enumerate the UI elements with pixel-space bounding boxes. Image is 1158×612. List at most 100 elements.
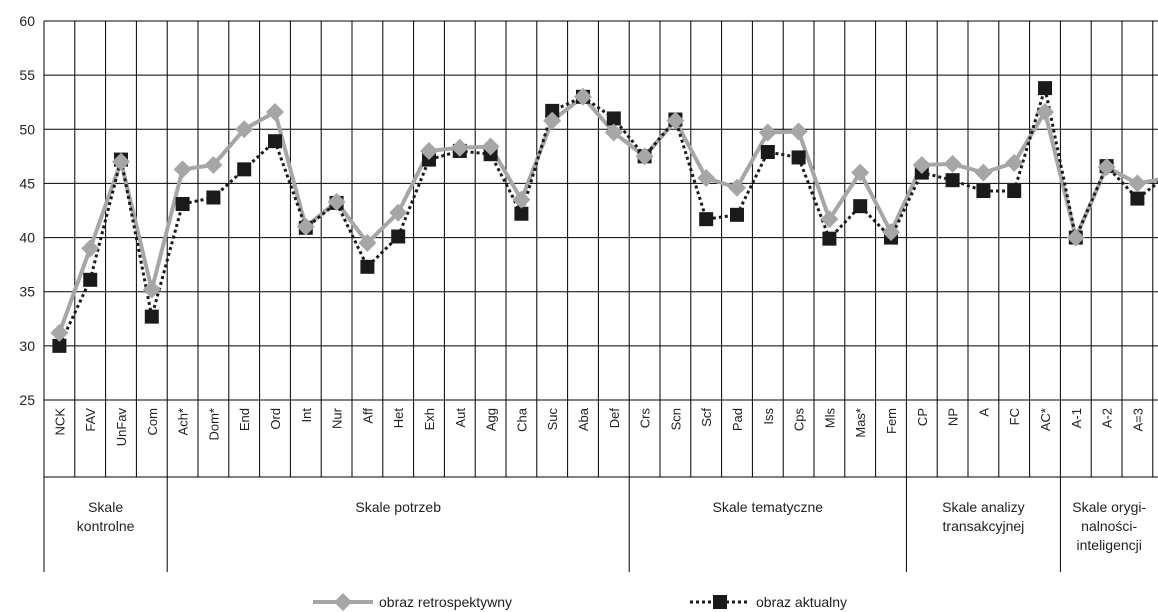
x-category-label: Cps: [792, 408, 807, 432]
point-retrospektywny: [512, 190, 531, 209]
point-retrospektywny: [481, 137, 500, 156]
point-aktualny: [52, 338, 67, 353]
x-category-label: NCK: [52, 408, 67, 436]
point-retrospektywny: [574, 87, 592, 106]
point-retrospektywny: [697, 169, 716, 188]
x-category-label: Com: [145, 408, 160, 435]
point-aktualny: [237, 162, 252, 177]
x-category-label: A-2: [1100, 408, 1115, 428]
x-category-label: Cha: [514, 407, 529, 432]
y-tick-label: 30: [19, 338, 35, 354]
x-category-label: NP: [946, 408, 961, 426]
point-retrospektywny: [882, 223, 900, 242]
point-retrospektywny: [604, 123, 623, 142]
data-series: [50, 81, 1158, 353]
x-axis-category-labels: NCK FAV UnFav Com Ach* Dom* End Ord Int Nur Aff Het…: [52, 407, 1145, 447]
group-label: transakcyjnej: [943, 518, 1025, 534]
group-label: Skale orygi-: [1072, 499, 1146, 515]
point-aktualny: [760, 145, 775, 160]
point-aktualny: [730, 207, 744, 222]
x-category-label: AC*: [1038, 408, 1053, 431]
x-category-label: End: [237, 408, 252, 431]
x-category-label: FC: [1007, 408, 1022, 425]
legend-marker-retrospektywny: [334, 593, 352, 611]
x-category-label: A-1: [1069, 408, 1084, 428]
point-retrospektywny: [420, 141, 438, 160]
point-aktualny: [822, 231, 837, 246]
x-category-label: Scn: [668, 408, 683, 430]
group-label: Skale analizy: [942, 499, 1025, 515]
axes: [43, 21, 1158, 572]
point-retrospektywny: [358, 233, 377, 252]
group-label: Skale potrzeb: [355, 499, 441, 515]
x-category-label: Agg: [484, 408, 499, 431]
y-tick-label: 35: [19, 284, 35, 300]
x-category-label: Iss: [761, 408, 776, 425]
point-retrospektywny: [142, 280, 161, 299]
category-groups: Skale kontrolne Skale potrzeb Skale tematyc…: [77, 477, 1146, 572]
point-retrospektywny: [1005, 153, 1024, 172]
point-retrospektywny: [912, 156, 931, 175]
group-label: inteligencji: [1077, 537, 1142, 553]
point-retrospektywny: [1097, 158, 1116, 177]
point-retrospektywny: [112, 152, 130, 171]
point-retrospektywny: [789, 122, 808, 141]
point-retrospektywny: [666, 111, 685, 130]
x-category-label: A=3: [1130, 408, 1145, 432]
point-aktualny: [1038, 81, 1052, 96]
y-tick-label: 50: [19, 121, 35, 137]
x-category-label: Nur: [330, 407, 345, 429]
point-aktualny: [606, 111, 621, 126]
point-retrospektywny: [758, 123, 777, 142]
point-aktualny: [206, 190, 221, 205]
x-category-label: UnFav: [114, 408, 129, 447]
group-label: Skale tematyczne: [713, 499, 824, 515]
x-category-label: Scf: [699, 408, 714, 427]
point-aktualny: [699, 212, 714, 227]
x-category-label: Aba: [576, 407, 591, 431]
point-retrospektywny: [450, 138, 469, 157]
point-aktualny: [791, 150, 806, 165]
point-aktualny: [545, 103, 560, 118]
x-category-label: Ach*: [176, 408, 191, 435]
point-aktualny: [1007, 184, 1022, 199]
point-retrospektywny: [235, 120, 254, 139]
point-retrospektywny: [204, 156, 223, 175]
point-retrospektywny: [296, 217, 315, 236]
point-aktualny: [853, 199, 868, 214]
x-category-label: Fem: [884, 408, 899, 434]
point-retrospektywny: [1036, 102, 1054, 121]
x-category-label: Crs: [638, 408, 653, 429]
point-retrospektywny: [820, 210, 839, 229]
point-retrospektywny: [635, 147, 654, 166]
point-retrospektywny: [327, 192, 346, 211]
legend: obraz retrospektywny obraz aktualny: [313, 593, 847, 611]
point-aktualny: [976, 184, 991, 199]
group-label: nalności-: [1081, 518, 1137, 534]
x-category-label: Aut: [453, 408, 468, 428]
x-category-label: Exh: [422, 408, 437, 430]
point-aktualny: [83, 272, 98, 287]
x-category-label: Suc: [545, 408, 560, 431]
y-tick-label: 55: [19, 67, 35, 83]
x-category-label: Dom*: [206, 408, 221, 441]
x-category-label: Aff: [360, 408, 375, 424]
point-aktualny: [1130, 191, 1145, 206]
point-aktualny: [268, 134, 282, 149]
y-tick-label: 60: [19, 13, 35, 29]
y-tick-label: 45: [19, 175, 35, 191]
point-retrospektywny: [389, 203, 408, 222]
point-aktualny: [360, 259, 375, 274]
x-category-label: Mas*: [853, 408, 868, 438]
x-category-label: Ord: [268, 408, 283, 430]
point-aktualny: [514, 206, 529, 221]
point-aktualny: [144, 309, 159, 324]
x-category-label: Het: [391, 408, 406, 429]
y-tick-label: 40: [19, 230, 35, 246]
y-axis-tick-labels: 25 30 35 40 45 50 55 60: [19, 13, 35, 408]
y-tick-label: 25: [19, 392, 35, 408]
x-category-label: Pad: [730, 408, 745, 431]
point-retrospektywny: [943, 154, 962, 173]
x-category-label: Int: [299, 408, 314, 423]
